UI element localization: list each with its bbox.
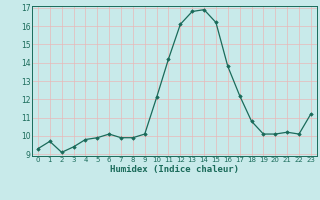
X-axis label: Humidex (Indice chaleur): Humidex (Indice chaleur)	[110, 165, 239, 174]
